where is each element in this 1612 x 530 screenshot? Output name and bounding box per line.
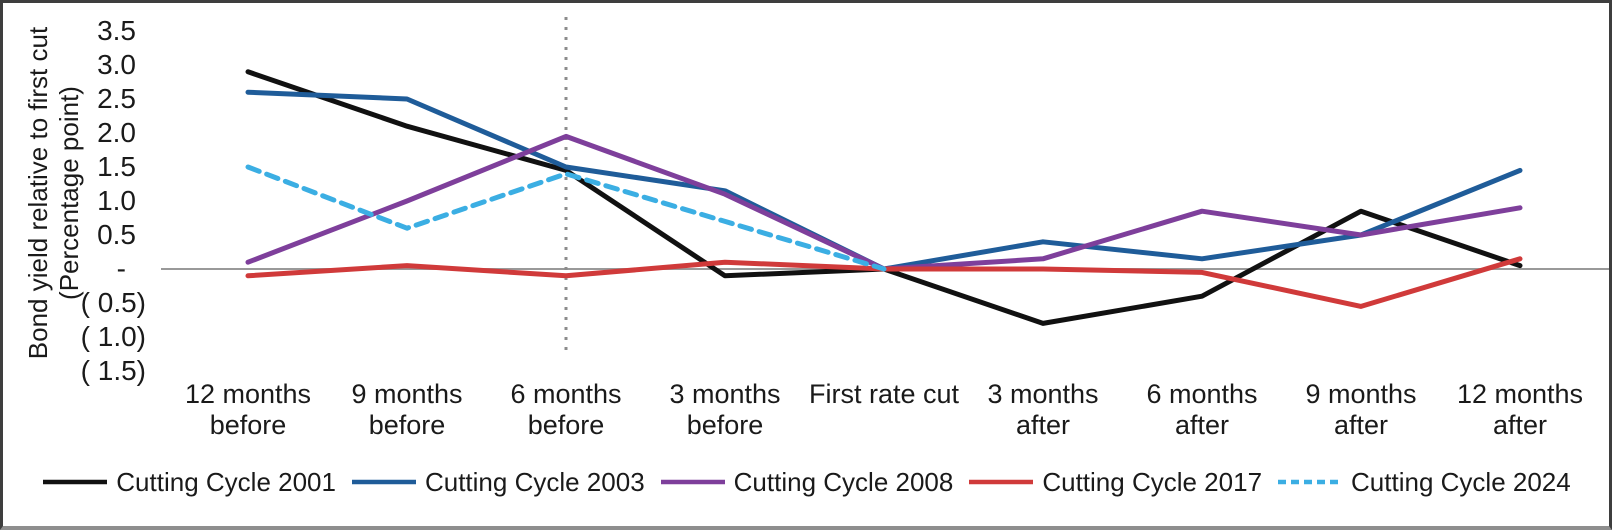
x-axis-label: First rate cut xyxy=(808,379,960,409)
legend-swatch xyxy=(351,479,416,485)
y-tick-label: - xyxy=(116,253,126,284)
y-tick-label: ( 0.5) xyxy=(80,287,146,318)
series-line-cutting-cycle-2024 xyxy=(245,164,887,272)
x-axis-labels: 12 months before 9 months before 6 months bef… xyxy=(3,3,1609,526)
y-tick-label: 0.5 xyxy=(97,219,136,250)
y-tick-label: 3.5 xyxy=(97,15,136,46)
legend-item-cutting-cycle-2008: Cutting Cycle 2008 xyxy=(659,466,954,498)
y-tick-label: 2.5 xyxy=(97,83,136,114)
legend-label: Cutting Cycle 2001 xyxy=(116,466,336,497)
legend-item-cutting-cycle-2003: Cutting Cycle 2003 xyxy=(350,467,645,498)
x-axis-label: 12 months after xyxy=(1456,379,1584,440)
y-tick-label: 1.0 xyxy=(97,185,136,216)
legend-item-cutting-cycle-2001: Cutting Cycle 2001 xyxy=(41,467,336,498)
plot-canvas xyxy=(161,17,1609,351)
y-tick-label: 2.0 xyxy=(97,117,136,148)
x-axis-label: 6 months before xyxy=(510,379,622,440)
legend-swatch xyxy=(969,479,1034,485)
x-axis-label: 3 months after xyxy=(987,379,1099,440)
x-axis-label: 6 months after xyxy=(1146,379,1258,440)
y-axis-tick-labels: 3.5 3.0 2.5 2.0 1.5 1.0 0.5-( 0.5)( 1.0)( 1.5) xyxy=(3,3,1609,526)
x-axis-label: 12 months before xyxy=(184,379,312,440)
y-tick-label: ( 1.0) xyxy=(80,321,146,352)
legend-swatch xyxy=(660,479,725,485)
x-axis-label: 9 months after xyxy=(1305,379,1417,440)
legend-swatch xyxy=(1278,479,1343,485)
chart-legend: Cutting Cycle 2001 Cutting Cycle 2003 Cutt… xyxy=(3,458,1609,506)
legend-item-cutting-cycle-2024: Cutting Cycle 2024 xyxy=(1276,467,1571,498)
legend-label: Cutting Cycle 2017 xyxy=(1042,466,1263,497)
legend-label: Cutting Cycle 2003 xyxy=(424,466,645,497)
y-tick-label: ( 1.5) xyxy=(80,355,146,386)
legend-label: Cutting Cycle 2024 xyxy=(1351,466,1571,497)
y-tick-label: 3.0 xyxy=(97,49,136,80)
legend-label: Cutting Cycle 2008 xyxy=(733,466,954,497)
legend-swatch xyxy=(43,479,108,485)
x-axis-label: 9 months before xyxy=(351,379,463,440)
legend-item-cutting-cycle-2017: Cutting Cycle 2017 xyxy=(967,467,1262,498)
x-axis-label: 3 months before xyxy=(669,379,781,440)
y-tick-label: 1.5 xyxy=(97,151,136,182)
